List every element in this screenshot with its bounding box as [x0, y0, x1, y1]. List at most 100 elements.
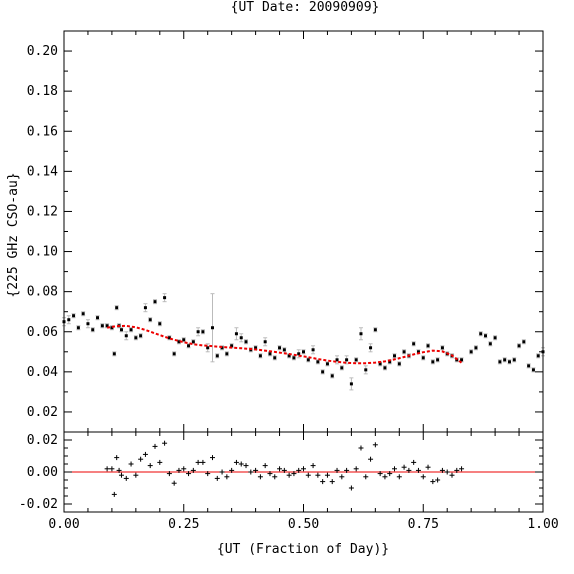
- data-point: [292, 356, 296, 360]
- y-tick-label: 0.02: [27, 433, 58, 448]
- x-tick-label: 0.25: [168, 517, 199, 532]
- data-point: [440, 346, 444, 350]
- data-point: [393, 354, 397, 358]
- data-point: [373, 328, 377, 332]
- data-point: [119, 328, 123, 332]
- data-point: [287, 354, 291, 358]
- data-point: [345, 358, 349, 362]
- data-point: [206, 346, 210, 350]
- data-point: [493, 336, 497, 340]
- data-point: [321, 370, 325, 374]
- data-point: [268, 352, 272, 356]
- data-point: [210, 326, 214, 330]
- data-point: [311, 348, 315, 352]
- data-point: [479, 332, 483, 336]
- y-tick-label: 0.06: [27, 325, 58, 340]
- data-point: [498, 360, 502, 364]
- data-point: [335, 358, 339, 362]
- data-point: [115, 306, 119, 310]
- x-tick-label: 0.50: [288, 517, 319, 532]
- data-point: [512, 358, 516, 362]
- data-point: [201, 330, 205, 334]
- y-tick-label: 0.02: [27, 405, 58, 420]
- data-point: [325, 362, 329, 366]
- data-point: [230, 344, 234, 348]
- data-point: [474, 346, 478, 350]
- data-point: [91, 328, 95, 332]
- data-point: [139, 334, 143, 338]
- chart-title: {UT Date: 20090909}: [231, 0, 380, 15]
- x-tick-label: 0.75: [408, 517, 439, 532]
- data-point: [129, 328, 133, 332]
- data-point: [278, 346, 282, 350]
- x-tick-label: 1.00: [527, 517, 558, 532]
- data-point: [517, 344, 521, 348]
- y-tick-label: 0.16: [27, 124, 58, 139]
- y-tick-label: 0.08: [27, 285, 58, 300]
- errorbar-group: [62, 293, 545, 391]
- fit-curve: [106, 324, 463, 365]
- data-point: [163, 296, 167, 300]
- bottom-panel-frame: [63, 431, 544, 513]
- y-tick-label: 0.18: [27, 84, 58, 99]
- data-point: [258, 354, 262, 358]
- data-point: [234, 332, 238, 336]
- data-point: [105, 324, 109, 328]
- data-point: [76, 326, 80, 330]
- data-point: [100, 324, 104, 328]
- data-point: [503, 358, 507, 362]
- tau-panel: 0.02 0.04 0.06 0.08 0.10 0.12 0.14 0.16 0.18 0.20: [27, 30, 545, 433]
- data-point: [369, 346, 373, 350]
- data-point: [349, 382, 353, 386]
- residual-point-group: [104, 440, 465, 497]
- data-point: [507, 360, 511, 364]
- data-point: [96, 316, 100, 320]
- data-point: [167, 336, 171, 340]
- data-point: [397, 362, 401, 366]
- x-tick-label: 0.00: [48, 517, 79, 532]
- data-point: [460, 358, 464, 362]
- data-point: [359, 332, 363, 336]
- y-tick-label: 0.20: [27, 44, 58, 59]
- y-tick-label: 0.12: [27, 204, 58, 219]
- data-point: [536, 354, 540, 358]
- data-point: [527, 364, 531, 368]
- data-point: [81, 312, 85, 316]
- data-point: [316, 360, 320, 364]
- data-point: [378, 362, 382, 366]
- data-point: [402, 350, 406, 354]
- data-point: [354, 358, 358, 362]
- data-point: [191, 340, 195, 344]
- data-point: [244, 340, 248, 344]
- data-point: [421, 356, 425, 360]
- data-point: [383, 366, 387, 370]
- data-point: [306, 358, 310, 362]
- data-point: [110, 326, 114, 330]
- top-panel-frame: [63, 30, 544, 433]
- data-point: [330, 374, 334, 378]
- data-point: [302, 350, 305, 354]
- x-axis-label: {UT (Fraction of Day)}: [217, 542, 389, 557]
- data-point: [225, 352, 229, 356]
- bottom-panel-ticks: -0.02 0.00 0.02 0.00 0.25 0.50 0.75 1.00: [19, 431, 559, 532]
- data-point: [86, 322, 90, 326]
- data-point: [134, 336, 138, 340]
- data-point: [124, 334, 128, 338]
- data-point: [158, 322, 162, 326]
- data-point: [426, 344, 430, 348]
- data-point: [364, 368, 368, 372]
- residual-panel: -0.02 0.00 0.02 0.00 0.25 0.50 0.75 1.00: [19, 431, 559, 532]
- data-point: [254, 346, 258, 350]
- y-tick-label: 0.10: [27, 245, 58, 260]
- y-axis-label: {225 GHz CSO-au}: [6, 172, 21, 297]
- data-point: [388, 360, 392, 364]
- data-point: [282, 348, 286, 352]
- data-point: [469, 350, 473, 354]
- data-point: [172, 352, 176, 356]
- y-tick-label: 0.14: [27, 164, 58, 179]
- data-point: [153, 300, 157, 304]
- data-point: [143, 306, 147, 310]
- data-point: [67, 318, 71, 322]
- data-point: [340, 366, 344, 370]
- data-point: [72, 314, 76, 318]
